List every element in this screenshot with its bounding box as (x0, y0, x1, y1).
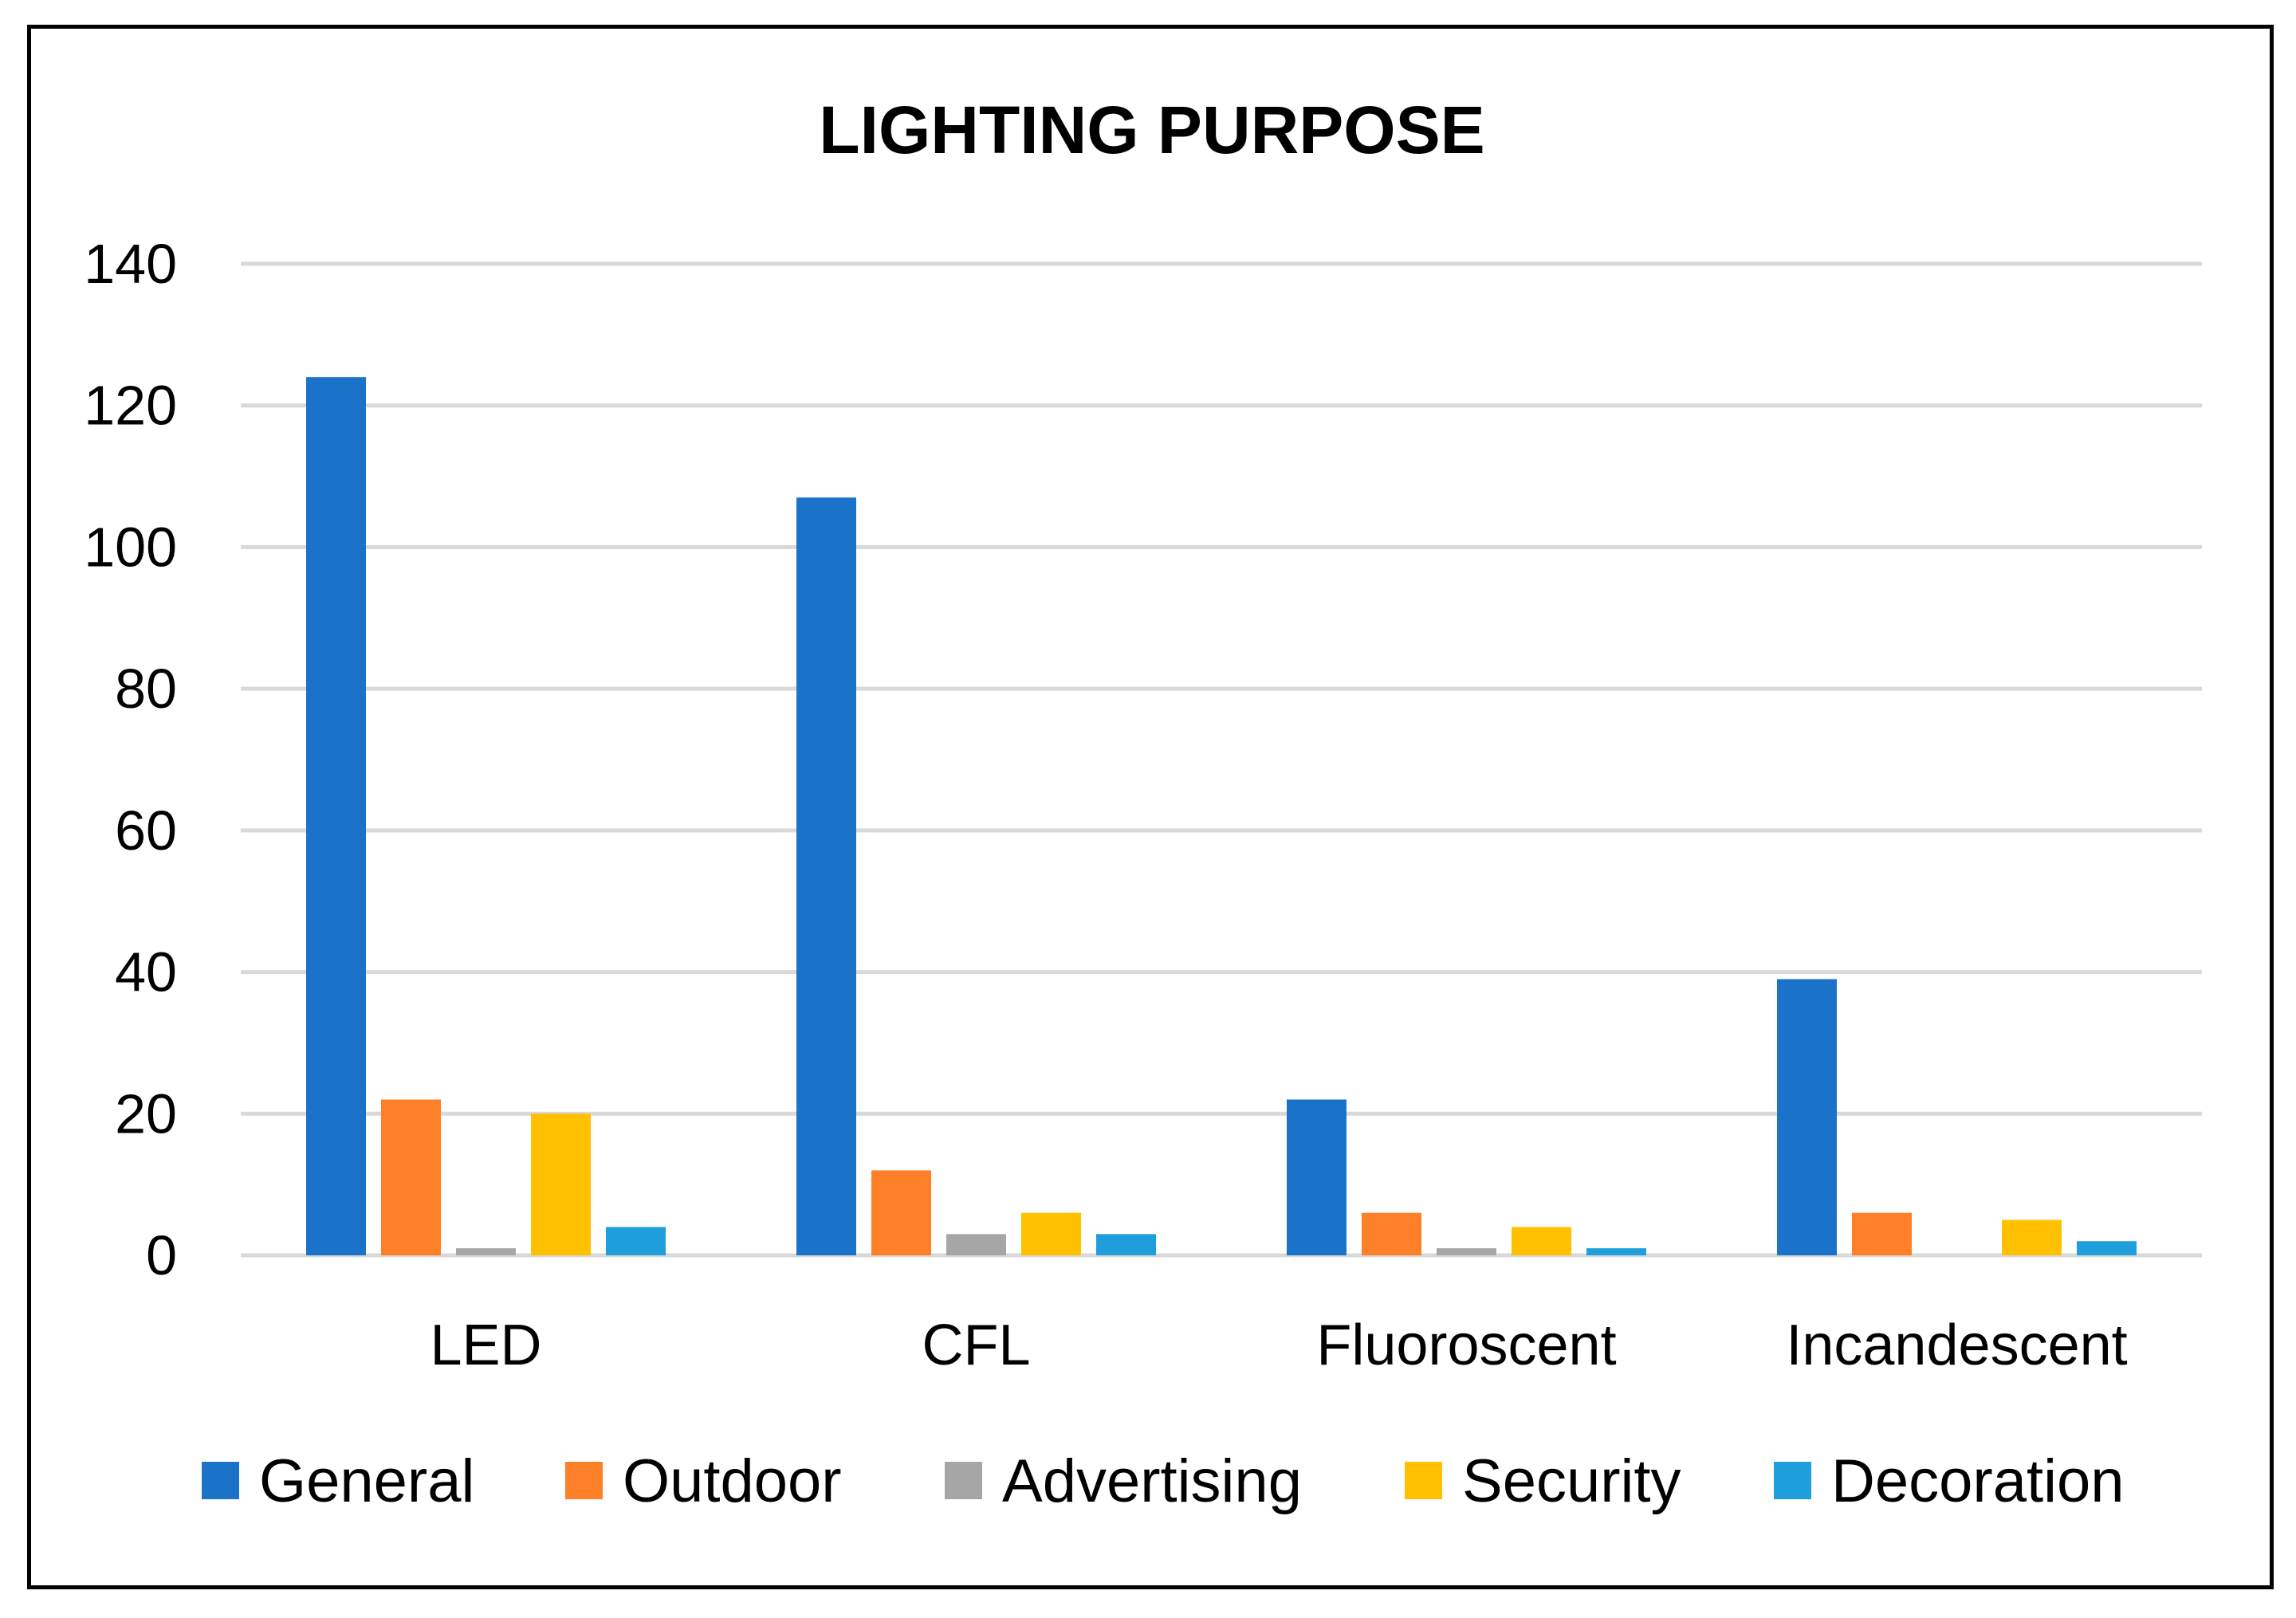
legend-label-advertising: Advertising (1002, 1447, 1302, 1515)
bar-outdoor-cfl (871, 1170, 931, 1255)
legend-label-general: General (259, 1447, 474, 1515)
y-tick-label: 140 (84, 233, 177, 295)
y-tick-label: 0 (146, 1224, 177, 1286)
legend-swatch-security (1405, 1462, 1442, 1499)
chart-title: LIGHTING PURPOSE (819, 92, 1484, 167)
legend: General Outdoor Advertising Security Decorat… (202, 1447, 2125, 1515)
bar-outdoor-fluoroscent (1362, 1212, 1421, 1255)
legend-swatch-outdoor (565, 1462, 603, 1499)
chart-frame (27, 25, 2274, 1589)
y-tick-label: 20 (115, 1082, 177, 1145)
legend-label-decoration: Decoration (1831, 1447, 2125, 1515)
x-category-label: CFL (922, 1314, 1030, 1377)
y-tick-label: 120 (84, 375, 177, 437)
bar-security-incandescent (2002, 1219, 2062, 1255)
y-tick-label: 60 (115, 799, 177, 862)
y-tick-label: 80 (115, 658, 177, 720)
bar-general-led (306, 377, 366, 1256)
bar-advertising-cfl (946, 1234, 1006, 1255)
legend-swatch-decoration (1774, 1462, 1811, 1499)
bar-general-fluoroscent (1287, 1099, 1347, 1255)
bar-advertising-led (456, 1248, 516, 1255)
legend-label-security: Security (1462, 1447, 1681, 1515)
bar-general-incandescent (1777, 979, 1837, 1255)
y-tick-label: 100 (84, 516, 177, 578)
bars (306, 377, 2137, 1256)
legend-label-outdoor: Outdoor (623, 1447, 842, 1515)
bar-outdoor-led (381, 1099, 441, 1255)
bar-outdoor-incandescent (1852, 1212, 1912, 1255)
bar-security-led (531, 1113, 591, 1255)
gridlines (241, 261, 2202, 1258)
bar-security-cfl (1021, 1212, 1081, 1255)
x-axis-categories: LED CFL Fluoroscent Incandescent (430, 1314, 2127, 1377)
y-tick-label: 40 (115, 941, 177, 1003)
legend-swatch-advertising (945, 1462, 982, 1499)
x-category-label: Incandescent (1786, 1314, 2127, 1377)
bar-decoration-incandescent (2077, 1241, 2137, 1255)
legend-swatch-general (202, 1462, 239, 1499)
x-category-label: Fluoroscent (1316, 1314, 1616, 1377)
bar-decoration-fluoroscent (1586, 1248, 1646, 1255)
bar-security-fluoroscent (1512, 1227, 1571, 1255)
bar-general-cfl (796, 497, 856, 1255)
x-category-label: LED (430, 1314, 541, 1377)
bar-advertising-fluoroscent (1437, 1248, 1496, 1255)
y-axis-ticks: 0 20 40 60 80 100 120 140 (84, 233, 177, 1286)
bar-decoration-led (606, 1227, 666, 1255)
bar-decoration-cfl (1096, 1234, 1156, 1255)
